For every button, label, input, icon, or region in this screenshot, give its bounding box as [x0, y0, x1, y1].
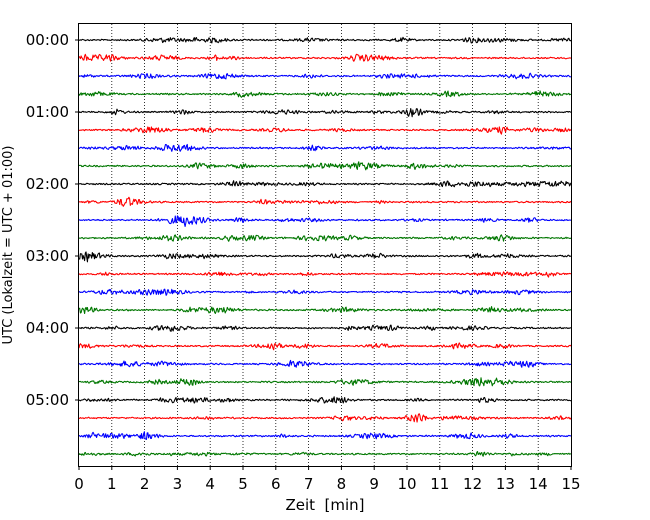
trace-14 [78, 288, 572, 296]
trace-4 [78, 108, 572, 118]
trace-16 [78, 324, 572, 332]
x-tick-label-13: 13 [496, 475, 515, 493]
x-tick-label-15: 15 [561, 475, 580, 493]
trace-15 [78, 306, 572, 315]
trace-3 [78, 90, 572, 98]
trace-13 [78, 271, 572, 278]
x-tick-label-7: 7 [304, 475, 314, 493]
x-tick-label-14: 14 [529, 475, 548, 493]
x-tick-label-4: 4 [205, 475, 215, 493]
x-tick-label-1: 1 [107, 475, 117, 493]
trace-20 [78, 396, 571, 404]
x-tick-label-12: 12 [463, 475, 482, 493]
trace-1 [78, 53, 572, 62]
trace-12 [78, 251, 572, 263]
y-tick-label-1: 01:00 [26, 103, 69, 121]
trace-8 [78, 180, 572, 188]
x-tick-label-9: 9 [369, 475, 379, 493]
trace-7 [78, 161, 572, 171]
trace-6 [78, 143, 572, 152]
x-axis-label: Zeit [min] [285, 496, 364, 514]
y-tick-label-4: 04:00 [26, 319, 69, 337]
y-tick-label-0: 00:00 [26, 31, 69, 49]
plot-frame [78, 23, 572, 467]
trace-10 [78, 215, 572, 227]
x-tick-label-6: 6 [271, 475, 281, 493]
trace-2 [78, 72, 572, 80]
y-axis-label: UTC (Lokalzeit = UTC + 01:00) [1, 146, 16, 345]
x-tick-label-0: 0 [74, 475, 84, 493]
trace-21 [78, 413, 572, 423]
trace-18 [78, 359, 572, 368]
x-tick-label-3: 3 [173, 475, 183, 493]
seismic-traces [78, 36, 572, 457]
y-tick-label-2: 02:00 [26, 175, 69, 193]
trace-5 [78, 126, 572, 135]
x-axis-ticks: 0 1 2 3 4 5 6 7 8 9 10 11 12 13 14 15 [74, 466, 581, 493]
trace-22 [78, 431, 572, 440]
trace-23 [78, 450, 572, 457]
x-tick-label-2: 2 [140, 475, 150, 493]
y-axis-ticks: 00:00 01:00 02:00 03:00 04:00 05:00 [26, 31, 79, 409]
x-tick-label-5: 5 [238, 475, 248, 493]
trace-19 [78, 377, 572, 387]
trace-17 [78, 342, 572, 351]
x-tick-label-8: 8 [337, 475, 347, 493]
y-tick-label-3: 03:00 [26, 247, 69, 265]
y-tick-label-5: 05:00 [26, 391, 69, 409]
trace-11 [78, 234, 572, 242]
trace-0 [78, 36, 572, 44]
x-tick-label-10: 10 [397, 475, 416, 493]
x-tick-label-11: 11 [430, 475, 449, 493]
trace-9 [78, 196, 572, 207]
